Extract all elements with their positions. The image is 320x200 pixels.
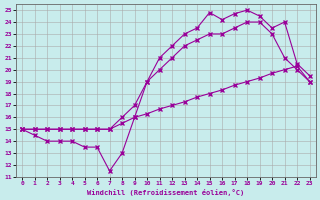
X-axis label: Windchill (Refroidissement éolien,°C): Windchill (Refroidissement éolien,°C) [87,189,244,196]
